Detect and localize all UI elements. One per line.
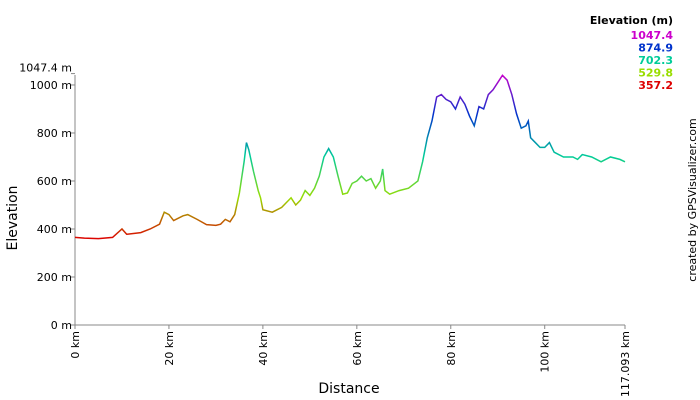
y-tick-label: 0 m: [51, 319, 72, 332]
y-axis-label: Elevation: [5, 185, 21, 250]
y-tick-label: 400 m: [37, 223, 72, 236]
x-tick-label: 0 km: [69, 331, 82, 359]
x-tick-label: 100 km: [539, 331, 552, 373]
legend-value: 874.9: [638, 42, 673, 55]
x-tick-label: 117.093 km: [619, 331, 632, 397]
y-tick-label: 200 m: [37, 271, 72, 284]
elevation-line: [74, 74, 626, 240]
y-tick-label: 600 m: [37, 175, 72, 188]
y-tick-label: 1047.4 m: [19, 62, 72, 75]
x-tick-label: 60 km: [351, 331, 364, 366]
x-axis-label: Distance: [318, 381, 379, 397]
legend-value: 357.2: [638, 79, 673, 92]
y-tick-label: 1000 m: [30, 79, 72, 92]
x-tick-label: 20 km: [163, 331, 176, 366]
x-tick-label: 40 km: [257, 331, 270, 366]
legend-title: Elevation (m): [590, 14, 673, 27]
side-note: created by GPSVisualizer.com: [686, 118, 699, 281]
y-tick-label: 800 m: [37, 127, 72, 140]
legend-value: 1047.4: [631, 29, 674, 42]
x-tick-label: 80 km: [445, 331, 458, 366]
legend-value: 529.8: [638, 67, 673, 80]
legend-value: 702.3: [638, 54, 673, 67]
